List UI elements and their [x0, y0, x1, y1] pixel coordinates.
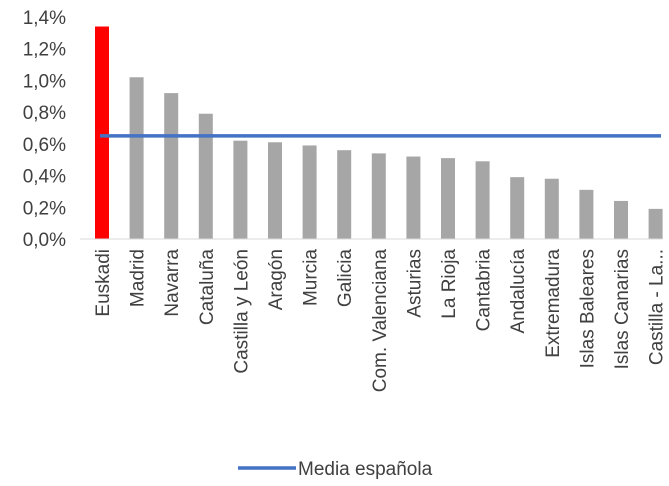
bar-13: [544, 178, 559, 239]
y-tick-label: 1,4%: [23, 8, 66, 29]
x-tick-label: Navarra: [162, 249, 183, 317]
bar-7: [337, 150, 352, 239]
x-tick-label: Com. Valenciana: [370, 249, 391, 393]
x-tick-label: Castilla y León: [231, 249, 252, 374]
x-tick-label: Galicia: [335, 249, 356, 308]
bar-10: [441, 158, 455, 239]
y-tick-label: 1,2%: [23, 40, 66, 61]
x-tick-label: Aragón: [266, 249, 287, 310]
bar-2: [164, 93, 179, 239]
bar-15: [614, 200, 628, 239]
y-tick-label: 1,0%: [23, 71, 66, 92]
bar-9: [406, 156, 421, 239]
bar-8: [371, 153, 386, 239]
bar-1: [129, 77, 144, 239]
bar-0: [95, 26, 109, 240]
x-tick-label: Euskadi: [93, 249, 114, 317]
x-tick-label: Extremadura: [543, 249, 564, 358]
x-tick-label: Cantabria: [474, 249, 495, 332]
y-tick-label: 0,0%: [23, 230, 66, 251]
x-tick-label: Islas Baleares: [577, 249, 598, 368]
bar-11: [475, 161, 490, 239]
y-tick-label: 0,2%: [23, 198, 66, 219]
y-axis-tick-labels: 0,0% 0,2% 0,4% 0,6% 0,8% 1,0% 1,2% 1,4%: [23, 8, 66, 251]
x-tick-label: La Rioja: [439, 249, 460, 319]
y-tick-label: 0,4%: [23, 167, 66, 188]
x-tick-label: Andalucía: [508, 249, 529, 334]
bar-3: [198, 113, 213, 239]
bar-14: [579, 189, 594, 239]
y-tick-label: 0,6%: [23, 135, 66, 156]
x-tick-label: Cataluña: [197, 249, 218, 325]
x-tick-label: Asturias: [404, 249, 425, 318]
bar-5: [268, 142, 282, 239]
bar-12: [510, 177, 525, 239]
bar-4: [233, 140, 248, 239]
y-tick-label: 0,8%: [23, 103, 66, 124]
bars: [95, 26, 663, 240]
bar-16: [648, 208, 663, 239]
bar-6: [302, 145, 317, 239]
x-tick-label: Murcia: [301, 249, 322, 306]
legend: Media española: [238, 459, 433, 480]
legend-label-media-espanola: Media española: [298, 459, 433, 480]
x-tick-label: Madrid: [128, 249, 149, 307]
x-tick-label: Islas Canarias: [612, 249, 633, 369]
x-tick-label: Castilla - La...: [647, 249, 668, 365]
category-labels: Euskadi Madrid Navarra Cataluña Castilla y L…: [93, 249, 668, 393]
